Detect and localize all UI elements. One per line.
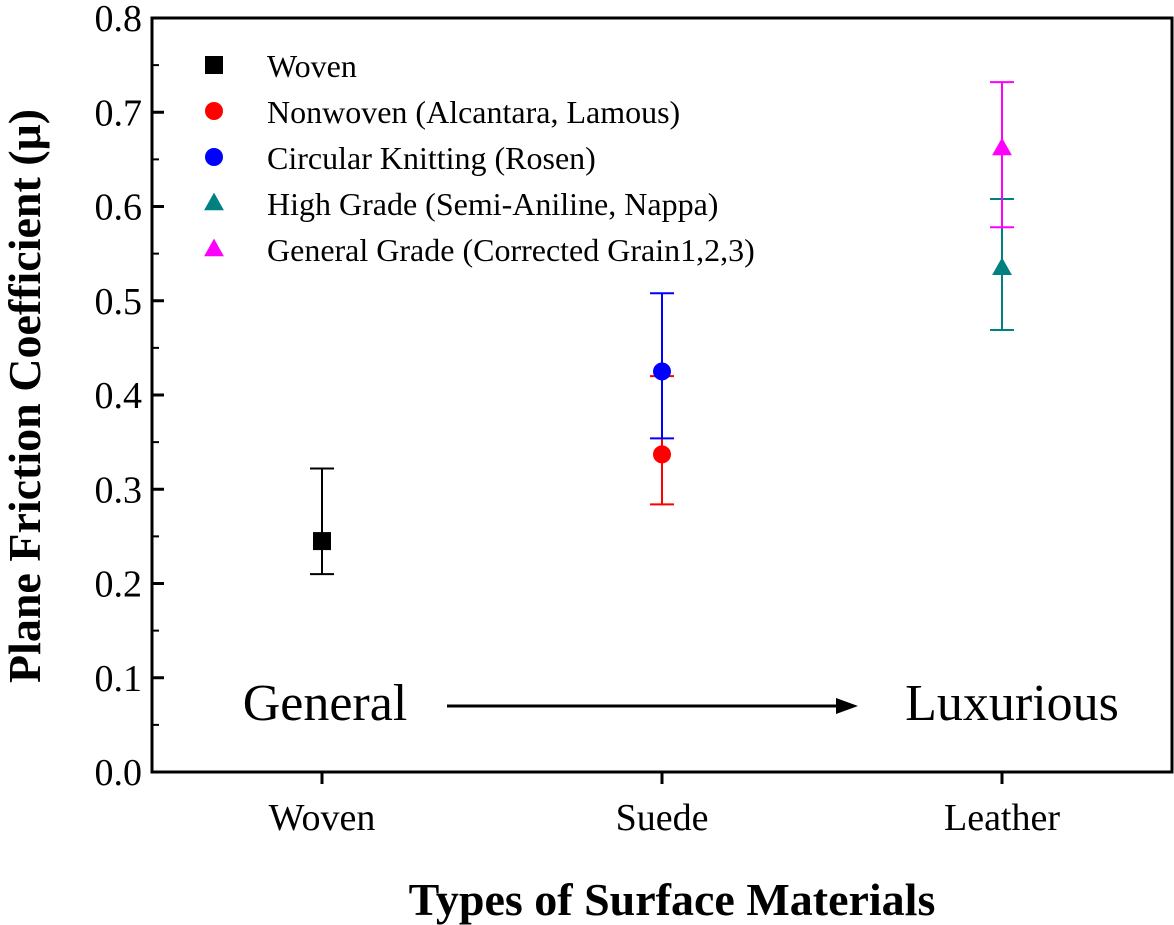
y-ticks: 0.0 0.1 0.2 0.3 0.4 0.5 0.6 0.7 0.8 [95,0,164,794]
legend-label: Circular Knitting (Rosen) [267,140,596,176]
annotation-arrow-head [836,698,858,714]
data-point [653,445,671,464]
annotation: General Luxurious [243,675,1119,732]
data-point [992,137,1012,156]
legend: Woven Nonwoven (Alcantara, Lamous) Circula… [204,48,755,268]
legend-label: General Grade (Corrected Grain1,2,3) [267,232,755,268]
y-tick-label: 0.3 [95,469,143,511]
y-tick-label: 0.5 [95,281,143,323]
y-tick-label: 0.1 [95,658,143,700]
x-tick-label: Suede [616,797,709,839]
y-axis-label: Plane Friction Coefficient (μ) [0,109,50,683]
legend-marker [205,56,223,74]
series-circular [650,292,674,440]
legend-label: High Grade (Semi-Aniline, Nappa) [267,186,718,222]
x-tick-label: Woven [269,797,376,839]
x-axis-label: Types of Surface Materials [409,874,936,925]
legend-label: Nonwoven (Alcantara, Lamous) [267,94,680,130]
x-ticks: Woven Suede Leather [269,772,1060,839]
y-tick-label: 0.6 [95,187,143,229]
y-tick-label: 0.8 [95,0,143,40]
series-woven [310,467,334,576]
legend-label: Woven [267,48,357,84]
y-tick-label: 0.4 [95,375,143,417]
x-tick-label: Leather [944,797,1060,839]
data-points [310,81,1014,576]
data-point [313,532,331,551]
legend-marker [205,102,223,120]
data-point [992,257,1012,276]
y-tick-label: 0.0 [95,752,143,794]
data-point [653,362,671,381]
annotation-general: General [243,675,408,732]
y-tick-label: 0.7 [95,92,143,134]
annotation-luxurious: Luxurious [905,675,1119,732]
y-tick-label: 0.2 [95,564,143,606]
legend-marker [204,192,224,211]
legend-marker [204,238,224,257]
legend-marker [205,148,223,166]
series-general [990,81,1014,229]
